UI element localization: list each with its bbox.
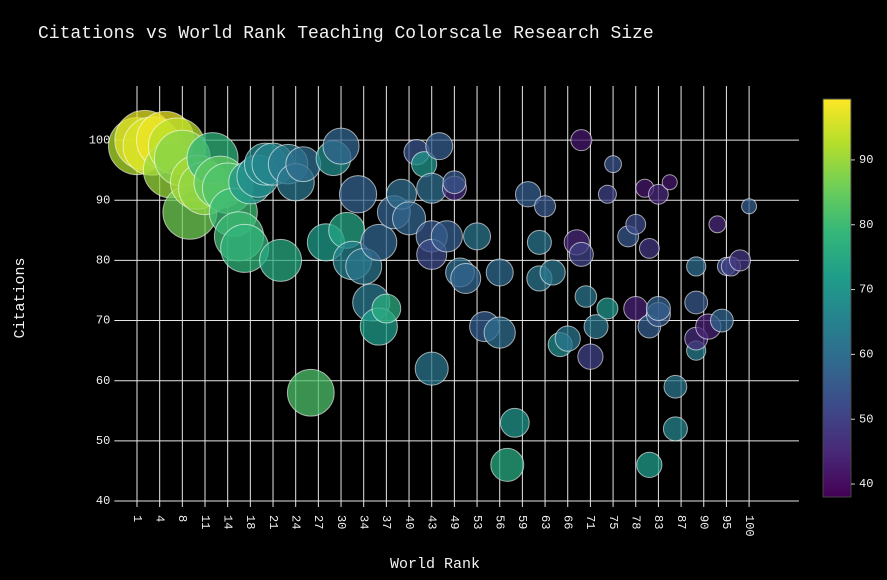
bubble: [526, 229, 552, 255]
bubble: [425, 132, 454, 161]
bubble: [534, 195, 557, 218]
bubble: [708, 215, 727, 234]
colorbar-tick-label: 70: [859, 283, 873, 297]
y-tick-label: 90: [96, 193, 110, 207]
colorbar-tick-label: 60: [859, 348, 873, 362]
bubble: [414, 351, 449, 386]
colorbar-tick-label: 80: [859, 218, 873, 232]
y-tick-label: 50: [96, 434, 110, 448]
bubble: [709, 308, 734, 333]
bubble: [490, 447, 525, 482]
bubble: [338, 175, 378, 214]
x-tick-label: 34: [357, 515, 371, 529]
x-tick-label: 78: [629, 515, 643, 529]
x-tick-label: 43: [425, 515, 439, 529]
x-tick-label: 14: [221, 515, 235, 529]
y-tick-label: 80: [96, 254, 110, 268]
bubble: [574, 285, 598, 308]
bubble: [604, 155, 622, 174]
x-tick-label: 83: [651, 515, 665, 529]
bubble: [485, 258, 514, 287]
bubble: [686, 256, 707, 277]
bubble: [286, 368, 335, 417]
bubble: [729, 249, 752, 272]
bubble: [625, 213, 647, 235]
bubble: [554, 325, 581, 352]
x-tick-label: 87: [674, 515, 688, 529]
colorbar-tick-label: 50: [859, 412, 873, 426]
x-tick-label: 1: [130, 515, 144, 522]
bubble: [539, 259, 566, 286]
bubble: [577, 343, 604, 370]
x-tick-label: 11: [198, 515, 212, 529]
bubble: [483, 316, 516, 349]
bubble: [259, 238, 303, 282]
bubble: [568, 241, 594, 267]
x-tick-label: 56: [493, 515, 507, 529]
x-tick-label: 100: [742, 515, 756, 537]
bubble: [392, 201, 427, 236]
colorbar: [822, 98, 852, 498]
bubble: [741, 198, 758, 215]
x-tick-label: 27: [311, 515, 325, 529]
bubble: [583, 314, 609, 340]
x-tick-label: 37: [379, 515, 393, 529]
x-tick-label: 4: [152, 515, 166, 522]
bubble: [463, 222, 492, 251]
bubble: [648, 183, 669, 205]
colorbar-tick-label: 90: [859, 153, 873, 167]
x-tick-label: 75: [606, 515, 620, 529]
bubble: [662, 416, 688, 442]
x-tick-label: 71: [583, 515, 597, 529]
x-tick-label: 63: [538, 515, 552, 529]
x-axis-label: World Rank: [390, 556, 480, 573]
bubble: [638, 237, 660, 259]
y-tick-label: 40: [96, 494, 110, 508]
y-tick-label: 60: [96, 374, 110, 388]
bubble: [499, 407, 530, 438]
x-tick-label: 21: [266, 515, 280, 529]
x-tick-label: 90: [697, 515, 711, 529]
x-tick-label: 24: [289, 515, 303, 529]
x-tick-label: 49: [447, 515, 461, 529]
x-tick-label: 95: [719, 515, 733, 529]
bubble: [570, 129, 593, 152]
x-tick-label: 8: [175, 515, 189, 522]
y-tick-label: 70: [96, 314, 110, 328]
x-tick-label: 53: [470, 515, 484, 529]
bubble: [597, 184, 617, 204]
bubble: [430, 220, 463, 253]
bubble: [442, 170, 467, 195]
colorbar-tick-label: 40: [859, 477, 873, 491]
bubble: [514, 181, 542, 208]
bubble: [636, 451, 663, 478]
x-tick-label: 18: [243, 515, 257, 529]
y-axis-label: Citations: [12, 257, 29, 338]
x-tick-label: 40: [402, 515, 416, 529]
bubble: [450, 262, 482, 294]
bubble: [661, 174, 678, 191]
x-tick-label: 30: [334, 515, 348, 529]
y-tick-label: 100: [89, 133, 111, 147]
bubble: [645, 296, 671, 322]
bubble: [663, 374, 688, 399]
bubble: [596, 297, 619, 320]
bubble: [684, 290, 709, 315]
x-tick-label: 59: [515, 515, 529, 529]
bubble: [360, 223, 398, 261]
x-tick-label: 66: [561, 515, 575, 529]
bubble: [322, 127, 360, 165]
chart-title: Citations vs World Rank Teaching Colorsc…: [38, 24, 654, 44]
bubble: [371, 293, 402, 324]
bubble: [285, 146, 322, 183]
